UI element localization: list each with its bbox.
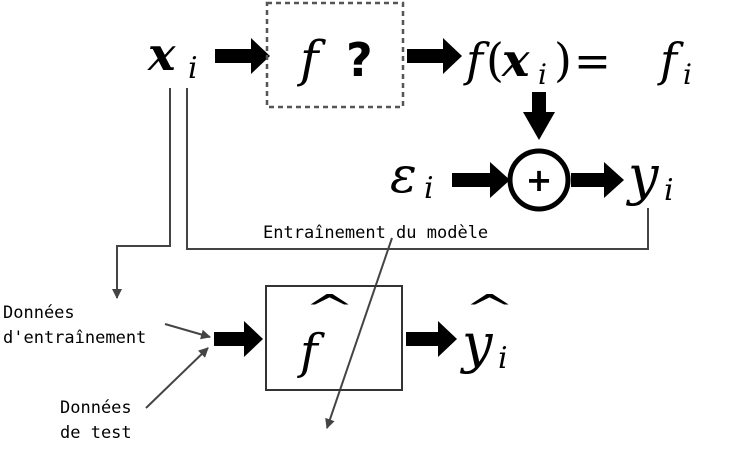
observed-y-symbol: y [626, 144, 660, 207]
estimated-model-box [265, 285, 403, 391]
test-data-pointer [145, 347, 209, 409]
input-x-subscript: i [188, 51, 198, 86]
training-data-label-line2: d'entraînement [3, 328, 146, 348]
plus-sign: + [526, 161, 553, 199]
noise-subscript: i [424, 171, 434, 206]
unknown-function-box [265, 1, 405, 109]
training-to-model-arrow [325, 237, 393, 429]
arrow-model-to-prediction [406, 321, 457, 357]
observed-y-subscript: i [664, 173, 674, 208]
arrow-f-to-output [407, 38, 462, 74]
training-data-pointer [164, 323, 211, 340]
arrow-data-to-model [214, 321, 263, 357]
output-open-paren: ( [486, 33, 504, 87]
output-x-subscript: i [538, 58, 547, 91]
training-target-line [186, 88, 649, 250]
arrow-sum-to-y [571, 162, 624, 198]
question-mark: ? [346, 33, 373, 87]
input-x-symbol: x [147, 27, 176, 81]
test-data-label-line1: Données [60, 398, 132, 418]
output-equals: = [574, 36, 611, 87]
fhat-symbol: f [297, 324, 325, 380]
output-close-paren: ) [554, 33, 572, 87]
sum-node [507, 148, 571, 212]
training-label: Entraînement du modèle [263, 223, 488, 243]
output-x-symbol: x [501, 33, 530, 87]
training-data-label-line1: Données [3, 303, 75, 323]
output-fi-subscript: i [683, 58, 692, 91]
noise-epsilon-symbol: ε [390, 146, 417, 204]
arrow-x-to-f [215, 38, 270, 74]
training-data-line [112, 88, 171, 299]
fhat-hat: ^ [304, 287, 355, 331]
predicted-y-symbol: y [460, 312, 494, 375]
predicted-y-subscript: i [498, 341, 508, 376]
unknown-f-symbol: f [296, 30, 326, 88]
arrow-output-to-sum [523, 92, 555, 140]
output-fi-symbol: f [657, 33, 684, 87]
test-data-label-line2: de test [60, 423, 132, 443]
yhat-hat: ^ [464, 287, 515, 331]
arrow-noise-to-sum [452, 162, 510, 198]
